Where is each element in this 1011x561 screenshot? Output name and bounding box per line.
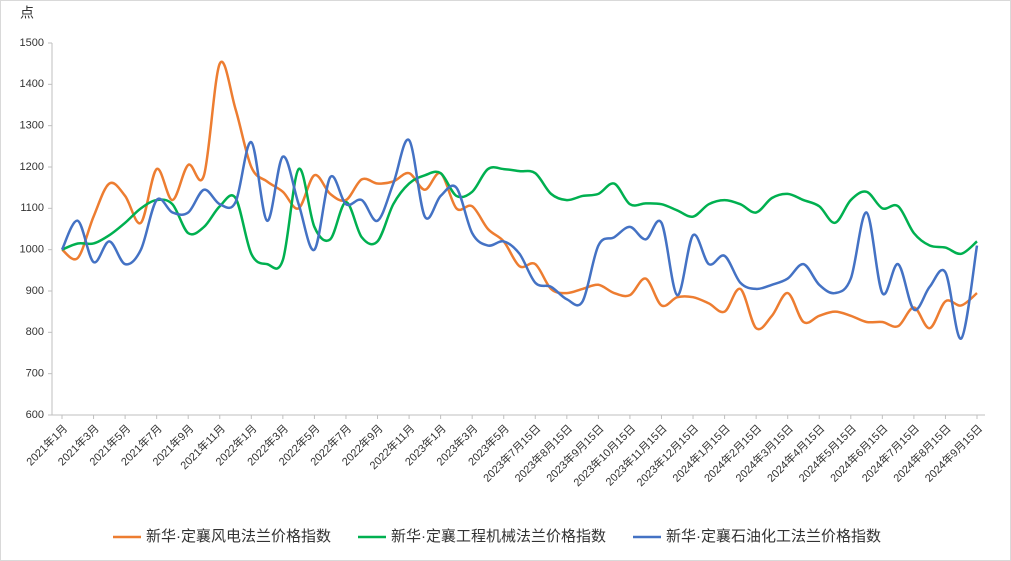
- series-line: [61, 60, 978, 331]
- y-tick-label: 1500: [20, 37, 44, 49]
- legend-label: 新华·定襄风电法兰价格指数: [146, 528, 331, 545]
- y-tick-label: 1000: [20, 244, 44, 256]
- legend-label: 新华·定襄石油化工法兰价格指数: [666, 528, 881, 545]
- y-tick-label: 700: [26, 368, 44, 380]
- y-tick-label: 1100: [20, 202, 44, 214]
- y-tick-label: 800: [26, 326, 44, 338]
- series-line: [61, 166, 978, 270]
- y-tick-label: 1300: [20, 120, 44, 132]
- y-tick-label: 600: [26, 409, 44, 421]
- y-axis-label: 点: [20, 5, 34, 21]
- y-tick-label: 1200: [20, 161, 44, 173]
- y-tick-label: 900: [26, 285, 44, 297]
- y-tick-label: 1400: [20, 78, 44, 90]
- series-line: [60, 138, 979, 340]
- legend-label: 新华·定襄工程机械法兰价格指数: [391, 528, 606, 545]
